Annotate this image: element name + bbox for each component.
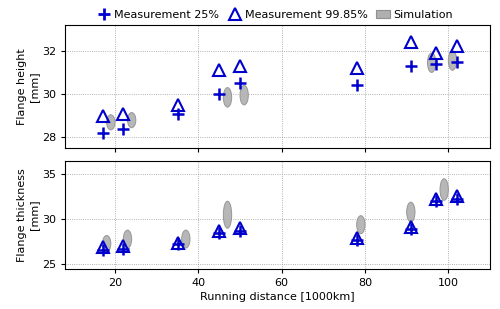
Ellipse shape — [128, 112, 136, 128]
Ellipse shape — [240, 85, 248, 105]
Ellipse shape — [224, 201, 232, 228]
Ellipse shape — [448, 51, 456, 70]
Ellipse shape — [356, 216, 365, 234]
X-axis label: Running distance [1000km]: Running distance [1000km] — [200, 292, 355, 302]
Ellipse shape — [102, 235, 111, 252]
Y-axis label: Flange thickness
[mm]: Flange thickness [mm] — [18, 168, 39, 262]
Ellipse shape — [440, 179, 448, 200]
Legend: Measurement 25%, Measurement 99.85%, Simulation: Measurement 25%, Measurement 99.85%, Sim… — [93, 6, 457, 24]
Ellipse shape — [428, 53, 436, 72]
Ellipse shape — [406, 202, 415, 222]
Ellipse shape — [124, 230, 132, 248]
Ellipse shape — [106, 115, 115, 130]
Ellipse shape — [182, 230, 190, 248]
Ellipse shape — [224, 88, 232, 107]
Y-axis label: Flange height
[mm]: Flange height [mm] — [18, 48, 39, 125]
